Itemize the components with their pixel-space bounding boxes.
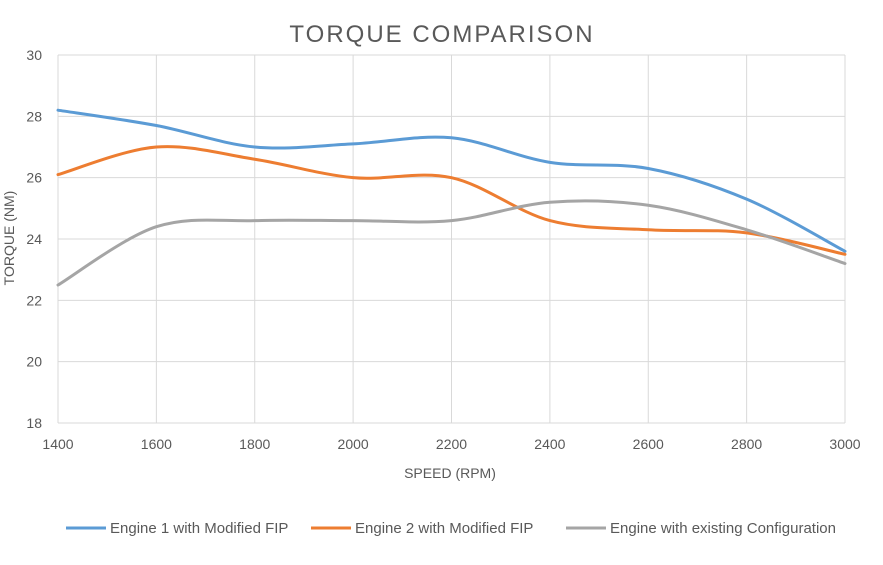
x-tick-label: 2000: [338, 436, 369, 452]
series-lines: [56, 108, 847, 287]
legend: Engine 1 with Modified FIP Engine 2 with …: [66, 520, 836, 537]
x-tick-label: 3000: [829, 436, 860, 452]
y-tick-label: 30: [26, 47, 42, 63]
y-axis-title: TORQUE (NM): [1, 191, 17, 286]
y-tick-label: 24: [26, 231, 42, 247]
y-tick-label: 26: [26, 170, 42, 186]
x-tick-label: 1800: [239, 436, 270, 452]
series-line-2: [56, 145, 847, 256]
legend-label: Engine 1 with Modified FIP: [110, 520, 288, 537]
series-line-1: [56, 108, 847, 253]
x-tick-label: 2200: [436, 436, 467, 452]
y-tick-label: 20: [26, 354, 42, 370]
chart-title: TORQUE COMPARISON: [289, 21, 594, 48]
x-tick-labels: 1400 1600 1800 2000 2200 2400 2600 2800 3000: [42, 436, 860, 452]
y-tick-label: 18: [26, 415, 42, 431]
x-axis-title: SPEED (RPM): [404, 465, 496, 481]
grid: [57, 54, 846, 424]
x-tick-label: 2600: [633, 436, 664, 452]
y-tick-labels: 18 20 22 24 26 28 30: [26, 47, 42, 431]
x-tick-label: 1400: [42, 436, 73, 452]
legend-label: Engine with existing Configuration: [610, 520, 836, 537]
y-tick-label: 28: [26, 108, 42, 124]
y-tick-label: 22: [26, 292, 42, 308]
x-tick-label: 1600: [141, 436, 172, 452]
x-tick-label: 2800: [731, 436, 762, 452]
legend-label: Engine 2 with Modified FIP: [355, 520, 533, 537]
series-line-3: [56, 199, 847, 287]
x-tick-label: 2400: [534, 436, 565, 452]
